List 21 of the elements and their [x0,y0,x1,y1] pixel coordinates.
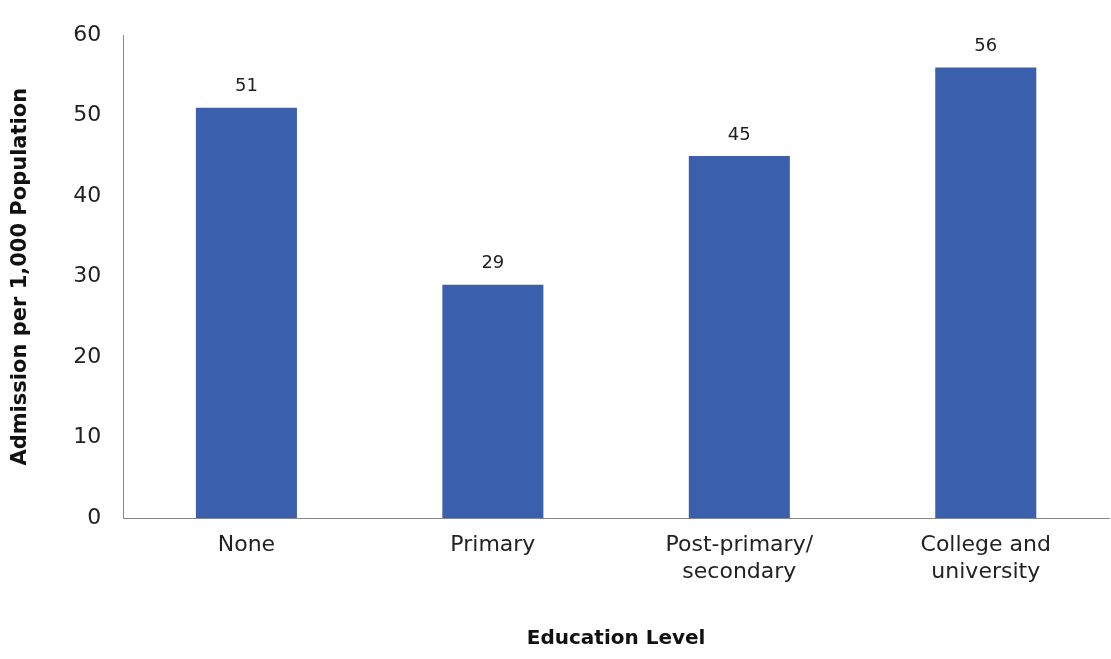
y-tick-label: 10 [73,423,102,449]
bar [688,155,790,519]
x-tick-label: Primary [450,531,536,557]
y-axis-title: Admission per 1,000 Population [7,87,32,466]
y-tick-label: 30 [73,262,102,288]
x-axis-title: Education Level [526,625,706,650]
bar [195,107,297,519]
x-tick-label: None [217,531,276,557]
x-tick-label: Post-primary/ secondary [665,531,814,583]
y-tick-label: 40 [73,181,102,207]
bar [442,284,544,519]
x-tick-label: College and university [920,531,1052,583]
data-label: 45 [727,122,751,144]
y-tick-label: 20 [73,342,102,368]
data-label: 56 [974,34,998,56]
y-tick-label: 0 [87,503,102,529]
bar [935,67,1037,519]
y-tick-label: 50 [73,101,102,127]
data-label: 29 [481,251,505,273]
y-tick-label: 60 [73,20,102,46]
data-label: 51 [234,74,258,96]
